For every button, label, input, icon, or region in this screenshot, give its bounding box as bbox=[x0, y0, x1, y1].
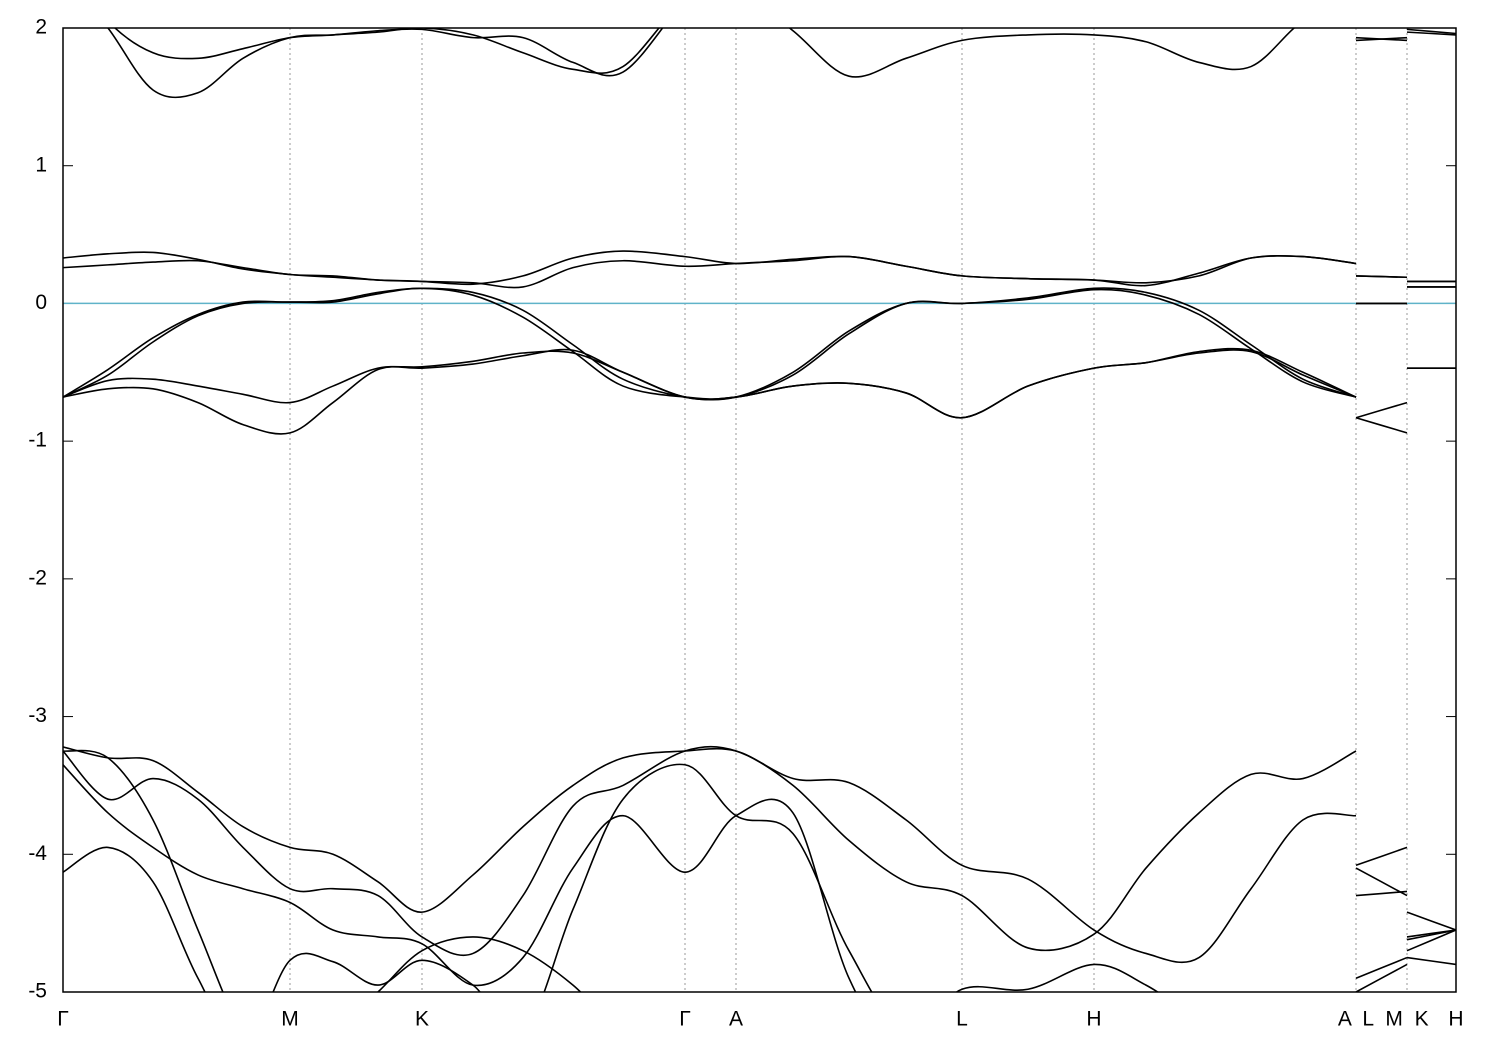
band-line bbox=[63, 286, 1456, 400]
y-tick-label: 0 bbox=[35, 291, 47, 314]
y-tick-label: 1 bbox=[35, 153, 47, 176]
band-line bbox=[63, 763, 1456, 992]
y-tick-label: 2 bbox=[35, 16, 47, 39]
band-line bbox=[113, 28, 1456, 77]
x-tick-label: K bbox=[415, 1008, 429, 1031]
x-tick-label: H bbox=[1086, 1008, 1101, 1031]
x-tick-label: Γ bbox=[57, 1008, 69, 1031]
y-tick-label: -4 bbox=[28, 842, 47, 865]
x-tick-label: M bbox=[281, 1008, 299, 1031]
band-line bbox=[63, 749, 1456, 992]
band-line bbox=[63, 746, 1456, 964]
x-tick-label: Γ bbox=[679, 1008, 691, 1031]
x-tick-label: H bbox=[1448, 1008, 1463, 1031]
x-tick-label: A L bbox=[1338, 1008, 1374, 1031]
x-tick-label: M K bbox=[1385, 1008, 1428, 1031]
y-tick-label: -5 bbox=[28, 980, 47, 1003]
band-line bbox=[63, 348, 1456, 435]
y-tick-label: -2 bbox=[28, 566, 47, 589]
bands bbox=[63, 28, 1456, 992]
band-line bbox=[63, 255, 1456, 289]
y-tick-label: -3 bbox=[28, 704, 47, 727]
plot-frame bbox=[62, 27, 1457, 993]
y-tick-label: -1 bbox=[28, 429, 47, 452]
x-tick-label: A bbox=[729, 1008, 743, 1031]
x-tick-label: L bbox=[956, 1008, 968, 1031]
